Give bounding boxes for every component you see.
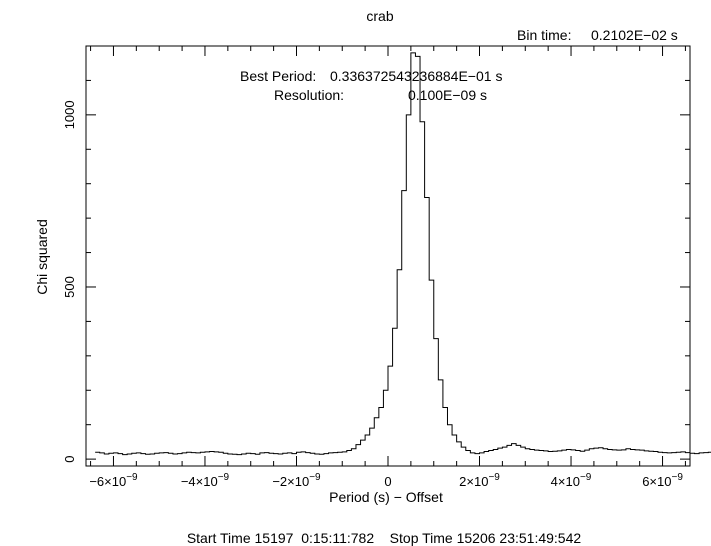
resolution-value: 0.100E−09 s — [408, 87, 487, 103]
x-tick-label: −4×10−9 — [181, 472, 230, 489]
y-axis-label: Chi squared — [34, 219, 50, 295]
resolution-label: Resolution: — [274, 87, 344, 103]
x-tick-label: 4×10−9 — [551, 472, 592, 489]
y-tick-label: 500 — [62, 276, 77, 298]
footer-time-range: Start Time 15197 0:15:11:782 Stop Time 1… — [187, 530, 582, 546]
best-period-label: Best Period: — [240, 68, 316, 84]
x-tick-label: 0 — [384, 474, 391, 489]
chart-title: crab — [366, 8, 393, 24]
y-tick-label: 1000 — [62, 100, 77, 129]
y-tick-label: 0 — [62, 455, 77, 462]
x-tick-label: −6×10−9 — [89, 472, 138, 489]
bin-time-value: 0.2102E−02 s — [591, 27, 678, 43]
bin-time-label: Bin time: — [517, 27, 571, 43]
best-period-value: 0.336372543236884E−01 s — [330, 68, 502, 84]
x-axis-label: Period (s) − Offset — [329, 489, 443, 505]
x-tick-label: 6×10−9 — [642, 472, 683, 489]
x-tick-label: 2×10−9 — [459, 472, 500, 489]
chi-squared-histogram — [95, 52, 711, 456]
x-tick-label: −2×10−9 — [272, 472, 321, 489]
plot-frame — [85, 45, 691, 467]
plot-area: −6×10−9 −4×10−9 −2×10−9 0 2×10−9 4×10−9 6×10−9… — [62, 45, 711, 489]
